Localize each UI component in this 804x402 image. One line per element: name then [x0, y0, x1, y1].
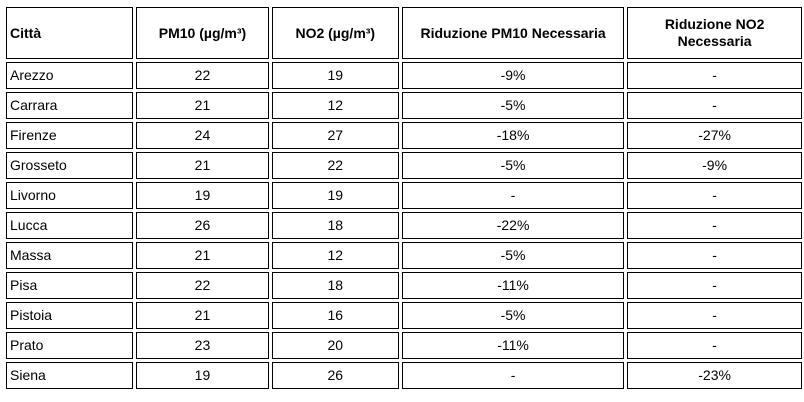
cell-city: Firenze	[6, 122, 134, 149]
cell-no2: 18	[271, 212, 399, 239]
cell-no2-reduction: -	[627, 272, 802, 299]
table-row: Grosseto 21 22 -5% -9%	[6, 152, 802, 179]
cell-no2: 18	[271, 272, 399, 299]
cell-pm10-reduction: -5%	[401, 242, 625, 269]
cell-no2-reduction: -	[627, 182, 802, 209]
table-row: Firenze 24 27 -18% -27%	[6, 122, 802, 149]
cell-no2-reduction: -	[627, 302, 802, 329]
cell-pm10: 21	[136, 92, 269, 119]
cell-pm10-reduction: -11%	[401, 332, 625, 359]
cell-pm10: 26	[136, 212, 269, 239]
cell-no2: 26	[271, 362, 399, 389]
table-row: Siena 19 26- -23%	[6, 362, 802, 389]
table-body: Arezzo 22 19 -9% - Carrara 21 12 -5% - Firenze 24 27…	[6, 62, 802, 389]
cell-no2-reduction: -	[627, 212, 802, 239]
table-row: Lucca 26 18 -22% -	[6, 212, 802, 239]
table-row: Carrara 21 12 -5% -	[6, 92, 802, 119]
header-city: Città	[6, 7, 134, 59]
cell-pm10: 23	[136, 332, 269, 359]
cell-no2: 16	[271, 302, 399, 329]
cell-city: Pisa	[6, 272, 134, 299]
cell-pm10: 24	[136, 122, 269, 149]
header-no2-reduction: Riduzione NO2 Necessaria	[627, 7, 802, 59]
cell-no2-reduction: -	[627, 92, 802, 119]
cell-city: Carrara	[6, 92, 134, 119]
cell-city: Arezzo	[6, 62, 134, 89]
cell-pm10-reduction: -5%	[401, 92, 625, 119]
cell-pm10-reduction: -	[401, 182, 625, 209]
cell-pm10: 21	[136, 152, 269, 179]
cell-pm10-reduction: -5%	[401, 152, 625, 179]
cell-no2: 19	[271, 62, 399, 89]
header-row: Città PM10 (µg/m³) NO2 (µg/m³) Riduzione…	[6, 7, 802, 59]
cell-pm10: 22	[136, 62, 269, 89]
cell-no2: 12	[271, 92, 399, 119]
table-row: Massa 21 12 -5% -	[6, 242, 802, 269]
cell-city: Livorno	[6, 182, 134, 209]
table-row: Pistoia 21 16 -5% -	[6, 302, 802, 329]
cell-pm10: 21	[136, 302, 269, 329]
table-header: Città PM10 (µg/m³) NO2 (µg/m³) Riduzione…	[6, 7, 802, 59]
cell-no2-reduction: -	[627, 242, 802, 269]
table-row: Pisa 22 18 -11% -	[6, 272, 802, 299]
cell-no2-reduction: -23%	[627, 362, 802, 389]
cell-pm10-reduction: -9%	[401, 62, 625, 89]
table-row: Livorno 19 19- -	[6, 182, 802, 209]
cell-pm10-reduction: -5%	[401, 302, 625, 329]
cell-pm10: 22	[136, 272, 269, 299]
data-table: Città PM10 (µg/m³) NO2 (µg/m³) Riduzione…	[3, 4, 804, 392]
cell-pm10: 21	[136, 242, 269, 269]
cell-no2-reduction: -27%	[627, 122, 802, 149]
cell-no2-reduction: -	[627, 62, 802, 89]
cell-city: Grosseto	[6, 152, 134, 179]
table-row: Arezzo 22 19 -9% -	[6, 62, 802, 89]
cell-city: Lucca	[6, 212, 134, 239]
cell-no2-reduction: -	[627, 332, 802, 359]
header-no2: NO2 (µg/m³)	[271, 7, 399, 59]
cell-city: Prato	[6, 332, 134, 359]
header-pm10-reduction: Riduzione PM10 Necessaria	[401, 7, 625, 59]
cell-no2: 22	[271, 152, 399, 179]
cell-pm10-reduction: -22%	[401, 212, 625, 239]
cell-pm10-reduction: -11%	[401, 272, 625, 299]
cell-pm10: 19	[136, 182, 269, 209]
cell-city: Pistoia	[6, 302, 134, 329]
cell-no2: 19	[271, 182, 399, 209]
cell-city: Siena	[6, 362, 134, 389]
cell-city: Massa	[6, 242, 134, 269]
cell-pm10-reduction: -	[401, 362, 625, 389]
cell-no2-reduction: -9%	[627, 152, 802, 179]
cell-pm10-reduction: -18%	[401, 122, 625, 149]
cell-pm10: 19	[136, 362, 269, 389]
cell-no2: 20	[271, 332, 399, 359]
cell-no2: 12	[271, 242, 399, 269]
header-pm10: PM10 (µg/m³)	[136, 7, 269, 59]
table-row: Prato 23 20 -11% -	[6, 332, 802, 359]
cell-no2: 27	[271, 122, 399, 149]
